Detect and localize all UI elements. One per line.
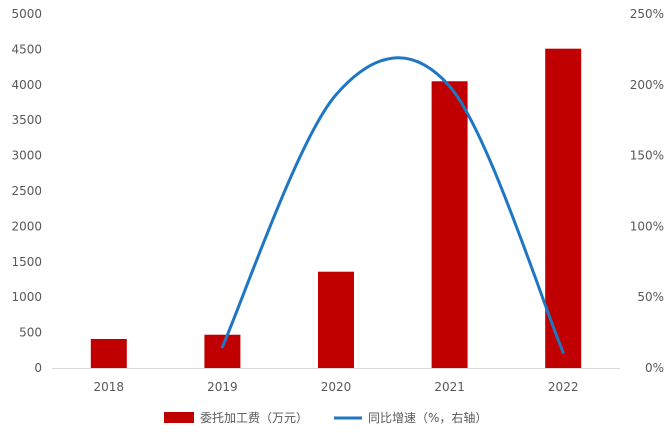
y-axis-tick-label: 4500	[11, 42, 42, 56]
y-axis-tick-label: 2000	[11, 219, 42, 233]
bar-2018	[91, 339, 127, 368]
bar-2019	[204, 335, 240, 368]
x-axis-tick-label: 2022	[548, 380, 579, 394]
y2-axis-tick-label: 0%	[645, 361, 664, 375]
y2-axis-tick-label: 150%	[630, 149, 664, 163]
y2-axis-tick-label: 100%	[630, 219, 664, 233]
y-axis-tick-label: 3500	[11, 113, 42, 127]
y-axis-tick-label: 500	[19, 326, 42, 340]
y2-axis-tick-label: 200%	[630, 78, 664, 92]
y2-axis-tick-label: 50%	[637, 290, 664, 304]
y-axis-tick-label: 3000	[11, 149, 42, 163]
bar-2021	[432, 81, 468, 368]
y2-axis-tick-label: 250%	[630, 7, 664, 21]
x-axis-tick-label: 2018	[94, 380, 125, 394]
x-axis-tick-label: 2021	[434, 380, 465, 394]
y-axis-tick-label: 2500	[11, 184, 42, 198]
x-axis-tick-label: 2020	[321, 380, 352, 394]
bar-2020	[318, 272, 354, 368]
legend-label-bar: 委托加工费（万元）	[200, 411, 308, 425]
y-axis-tick-label: 0	[34, 361, 42, 375]
legend-label-line: 同比增速（%，右轴）	[368, 410, 487, 425]
y-axis-tick-label: 5000	[11, 7, 42, 21]
growth-rate-line	[222, 58, 563, 353]
y-axis-tick-label: 1000	[11, 290, 42, 304]
y-axis-tick-label: 4000	[11, 78, 42, 92]
y-axis-tick-label: 1500	[11, 255, 42, 269]
x-axis-tick-label: 2019	[207, 380, 238, 394]
legend-swatch-bar	[164, 412, 194, 423]
